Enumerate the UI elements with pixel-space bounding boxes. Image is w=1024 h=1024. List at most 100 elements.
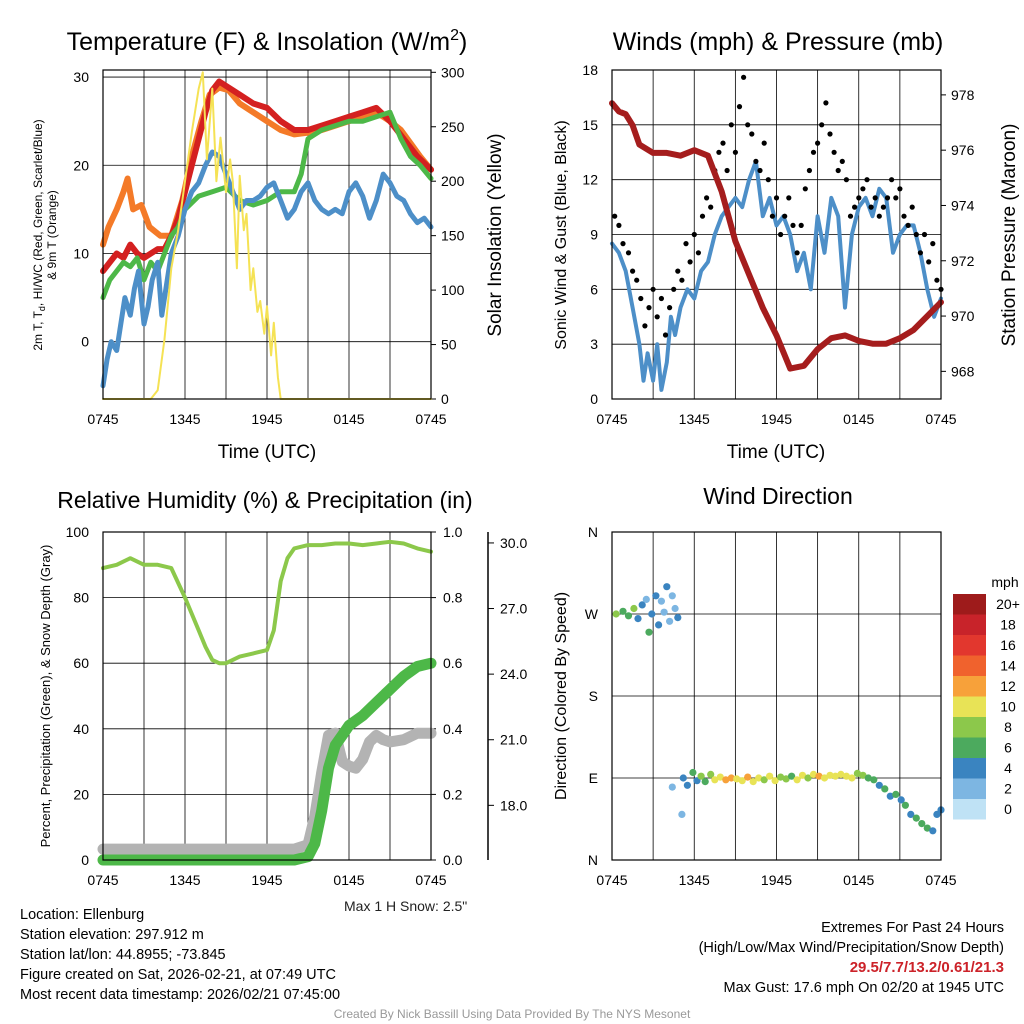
gust-point bbox=[827, 131, 833, 137]
rh-x-tick-label: 0745 bbox=[87, 872, 118, 888]
latlon-text: Station lat/lon: 44.8955; -73.845 bbox=[20, 947, 226, 963]
temp-x-tick-label: 0145 bbox=[333, 411, 364, 427]
wind-y2-tick-label: 976 bbox=[951, 142, 975, 158]
snow-y3-tick-label: 24.0 bbox=[500, 666, 527, 682]
gust-point bbox=[708, 204, 714, 210]
credit-line: Created By Nick Bassill Using Data Provi… bbox=[333, 1007, 691, 1021]
rh-x-tick-label: 0745 bbox=[415, 872, 446, 888]
colorbar-label: 4 bbox=[1004, 760, 1012, 776]
direction-point bbox=[612, 610, 620, 618]
direction-point bbox=[738, 777, 746, 785]
rh-y-tick-label: 80 bbox=[73, 590, 89, 606]
temp-x-tick-label: 0745 bbox=[87, 411, 118, 427]
gust-point bbox=[679, 277, 685, 283]
wind-speed-line bbox=[610, 159, 943, 392]
gust-point bbox=[773, 195, 780, 201]
snow-y3-tick-label: 21.0 bbox=[500, 732, 527, 748]
gust-point bbox=[897, 186, 903, 192]
rh-x-tick-label: 1345 bbox=[169, 872, 200, 888]
wind-y-tick-label: 18 bbox=[582, 62, 598, 78]
gust-point bbox=[835, 167, 841, 174]
direction-point bbox=[886, 792, 894, 800]
direction-point bbox=[881, 785, 889, 793]
direction-point bbox=[689, 768, 697, 777]
gust-point bbox=[930, 241, 936, 247]
gust-point bbox=[819, 122, 825, 128]
gust-point bbox=[736, 104, 743, 110]
direction-point bbox=[842, 772, 851, 780]
gust-point bbox=[794, 250, 800, 256]
gust-point bbox=[650, 286, 656, 292]
direction-point bbox=[859, 771, 867, 779]
dir-plot-frame bbox=[611, 531, 942, 861]
temp-y-tick-label: 20 bbox=[73, 157, 89, 173]
gust-point bbox=[806, 167, 813, 174]
direction-point bbox=[733, 775, 741, 783]
colorbar-swatch bbox=[953, 778, 986, 799]
rh-chart-title: Relative Humidity (%) & Precipitation (i… bbox=[57, 487, 472, 513]
gust-point bbox=[671, 286, 677, 292]
gust-point bbox=[745, 122, 751, 128]
dir-y-tick-label: W bbox=[585, 606, 599, 622]
gust-point bbox=[724, 167, 730, 174]
direction-point bbox=[760, 776, 768, 784]
direction-point bbox=[901, 801, 910, 809]
direction-point bbox=[630, 604, 638, 613]
gust-point bbox=[884, 195, 891, 201]
pressure-line bbox=[609, 100, 944, 372]
gust-point bbox=[761, 140, 767, 146]
wind-y-tick-label: 0 bbox=[590, 391, 598, 407]
extremes-title: Extremes For Past 24 Hours bbox=[821, 920, 1004, 936]
gust-point bbox=[658, 295, 665, 302]
gust-point bbox=[634, 277, 640, 283]
gust-point bbox=[815, 140, 821, 146]
colorbar-label: 6 bbox=[1004, 740, 1012, 756]
temp-y2-tick-label: 100 bbox=[441, 282, 465, 298]
gust-point bbox=[790, 222, 796, 228]
wind-y2-tick-label: 970 bbox=[951, 308, 975, 324]
dir-y-tick-label: N bbox=[588, 852, 598, 868]
wind-y2-tick-label: 972 bbox=[951, 253, 975, 269]
gust-point bbox=[749, 131, 755, 137]
temp-y-tick-label: 10 bbox=[73, 245, 89, 261]
rh-y-tick-label: 0 bbox=[81, 852, 89, 868]
gust-point bbox=[612, 213, 618, 219]
direction-point bbox=[848, 774, 856, 782]
gust-point bbox=[769, 213, 776, 219]
gust-point bbox=[646, 305, 652, 311]
gust-point bbox=[704, 195, 710, 201]
wind-x-tick-label: 0145 bbox=[843, 411, 874, 427]
colorbar-swatch bbox=[953, 799, 986, 820]
direction-point bbox=[837, 770, 845, 779]
direction-point bbox=[815, 772, 823, 780]
wind-y-tick-label: 12 bbox=[582, 172, 598, 188]
gust-point bbox=[798, 222, 804, 228]
wind-x-tick-label: 1945 bbox=[761, 411, 792, 427]
wind-x-tick-label: 1345 bbox=[679, 411, 710, 427]
gust-point bbox=[843, 177, 850, 183]
temp-y-axis-label-line2: & 9m T (Orange) bbox=[45, 190, 59, 280]
direction-point bbox=[804, 774, 812, 782]
temp-y-tick-label: 0 bbox=[81, 334, 89, 350]
direction-point bbox=[820, 774, 829, 782]
direction-point bbox=[923, 824, 931, 832]
direction-point bbox=[809, 770, 818, 779]
direction-point bbox=[766, 772, 774, 780]
temp-y2-tick-label: 0 bbox=[441, 391, 449, 407]
direction-point bbox=[870, 776, 878, 784]
colorbar-swatch bbox=[953, 696, 986, 717]
colorbar-swatch bbox=[953, 717, 986, 738]
gust-point bbox=[753, 158, 759, 164]
wind-x-tick-label: 0745 bbox=[596, 411, 627, 427]
gust-point bbox=[876, 213, 882, 219]
direction-point bbox=[744, 773, 752, 781]
direction-point bbox=[663, 583, 671, 591]
gust-point bbox=[889, 177, 895, 183]
gust-point bbox=[662, 332, 669, 338]
gust-point bbox=[831, 149, 837, 155]
temp-y2-tick-label: 150 bbox=[441, 228, 465, 244]
gust-point bbox=[765, 177, 771, 183]
gust-point bbox=[913, 231, 919, 238]
colorbar-swatch bbox=[953, 635, 986, 656]
gust-point bbox=[642, 323, 648, 329]
